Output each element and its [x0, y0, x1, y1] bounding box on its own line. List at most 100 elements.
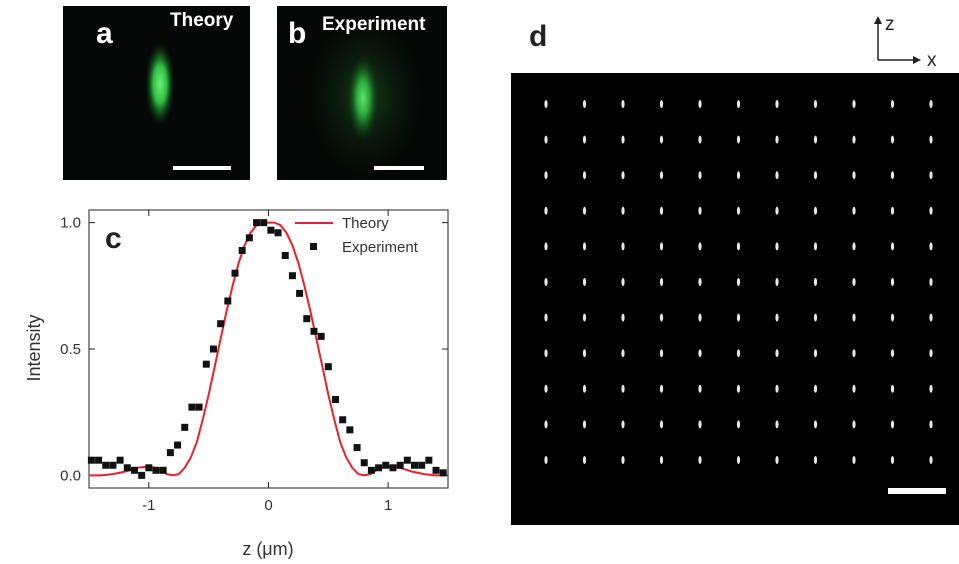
experiment-focal-spot — [347, 54, 379, 142]
experiment-data-point — [296, 289, 304, 297]
focal-spot — [659, 313, 664, 322]
focal-spot — [698, 135, 702, 144]
focal-spot — [621, 242, 625, 251]
experiment-data-point — [418, 461, 426, 469]
focal-spot — [736, 242, 741, 251]
experiment-spot-graphic — [305, 11, 425, 180]
focal-spot-array — [544, 100, 933, 464]
focal-spot — [929, 349, 933, 358]
experiment-data-point — [346, 426, 354, 434]
panel-a-letter: a — [96, 17, 113, 50]
focal-spot — [544, 384, 548, 393]
focal-spot — [929, 135, 933, 144]
focal-spot — [659, 242, 664, 251]
focal-spot — [621, 420, 625, 429]
focal-spot — [698, 278, 702, 286]
focal-spot — [698, 313, 702, 322]
experiment-data-point — [317, 332, 325, 340]
intensity-profile-chart: -1 0 1 0.0 0.5 1.0 c Theory Experiment z (μm)… — [24, 209, 449, 559]
focal-spot — [621, 384, 625, 393]
experiment-data-point — [109, 461, 117, 469]
focal-spot — [852, 242, 856, 251]
focal-spot — [929, 171, 933, 180]
focal-spot — [736, 349, 741, 358]
focal-spot — [698, 384, 702, 393]
panel-a-theory-image — [63, 6, 250, 180]
focal-spot — [659, 384, 664, 393]
focal-spot — [582, 171, 587, 180]
experiment-data-point — [425, 456, 433, 464]
experiment-data-point — [339, 416, 347, 424]
panel-d-letter: d — [529, 20, 548, 53]
experiment-data-point — [332, 396, 340, 404]
experiment-data-point — [353, 444, 361, 452]
focal-spot — [775, 171, 779, 180]
experiment-data-point — [145, 464, 153, 472]
experiment-data-point — [396, 461, 404, 469]
focal-spot — [813, 171, 818, 180]
focal-spot — [621, 349, 625, 358]
focal-spot — [544, 171, 548, 180]
focal-spot — [621, 278, 625, 286]
experiment-data-point — [174, 441, 182, 449]
experiment-data-point — [195, 403, 203, 411]
focal-spot — [698, 420, 702, 429]
theory-focal-spot — [145, 42, 175, 126]
experiment-data-point — [403, 456, 411, 464]
scale-bar — [173, 166, 231, 170]
focal-spot — [813, 100, 818, 108]
focal-spot — [544, 420, 548, 429]
focal-spot — [736, 135, 741, 144]
focal-spot — [544, 135, 548, 144]
focal-spot — [582, 313, 587, 322]
focal-spot — [813, 278, 818, 286]
focal-spot — [775, 384, 779, 393]
focal-spot — [698, 100, 702, 108]
focal-spot — [852, 206, 856, 215]
experiment-data-point — [238, 246, 246, 254]
experiment-data-point — [102, 461, 110, 469]
focal-spot — [813, 456, 818, 464]
focal-spot — [698, 171, 702, 180]
focal-spot — [852, 313, 856, 322]
focal-spot — [582, 206, 587, 215]
experiment-data-point — [410, 461, 418, 469]
focal-spot — [852, 100, 856, 108]
axis-orientation-indicator: z x — [874, 14, 937, 70]
panel-d-spot-array-image — [511, 73, 959, 525]
focal-spot — [544, 100, 548, 108]
focal-spot — [621, 171, 625, 180]
experiment-data-point — [274, 229, 282, 237]
focal-spot — [890, 171, 895, 180]
experiment-data-point — [267, 226, 275, 234]
experiment-data-point — [166, 449, 174, 457]
experiment-data-point — [116, 456, 124, 464]
experiment-data-point — [138, 471, 146, 479]
y-tick-label: 1.0 — [60, 215, 81, 232]
experiment-data-point — [231, 269, 239, 277]
focal-spot — [621, 100, 625, 108]
legend-experiment-swatch — [310, 243, 317, 250]
focal-spot — [775, 100, 779, 108]
focal-spot — [621, 135, 625, 144]
focal-spot — [890, 349, 895, 358]
focal-spot — [813, 313, 818, 322]
focal-spot — [775, 242, 779, 251]
focal-spot — [890, 384, 895, 393]
focal-spot — [929, 206, 933, 215]
focal-spot — [929, 278, 933, 286]
experiment-data-point — [188, 403, 196, 411]
focal-spot — [621, 456, 625, 464]
experiment-data-point — [260, 219, 268, 227]
focal-spot — [775, 135, 779, 144]
z-arrowhead-icon — [874, 16, 882, 24]
focal-spot — [544, 313, 548, 322]
focal-spot — [813, 384, 818, 393]
focal-spot — [929, 313, 933, 322]
focal-spot — [698, 242, 702, 251]
focal-spot — [852, 384, 856, 393]
focal-spot — [736, 171, 741, 180]
focal-spot — [698, 349, 702, 358]
focal-spot — [736, 100, 741, 108]
focal-spot — [736, 313, 741, 322]
